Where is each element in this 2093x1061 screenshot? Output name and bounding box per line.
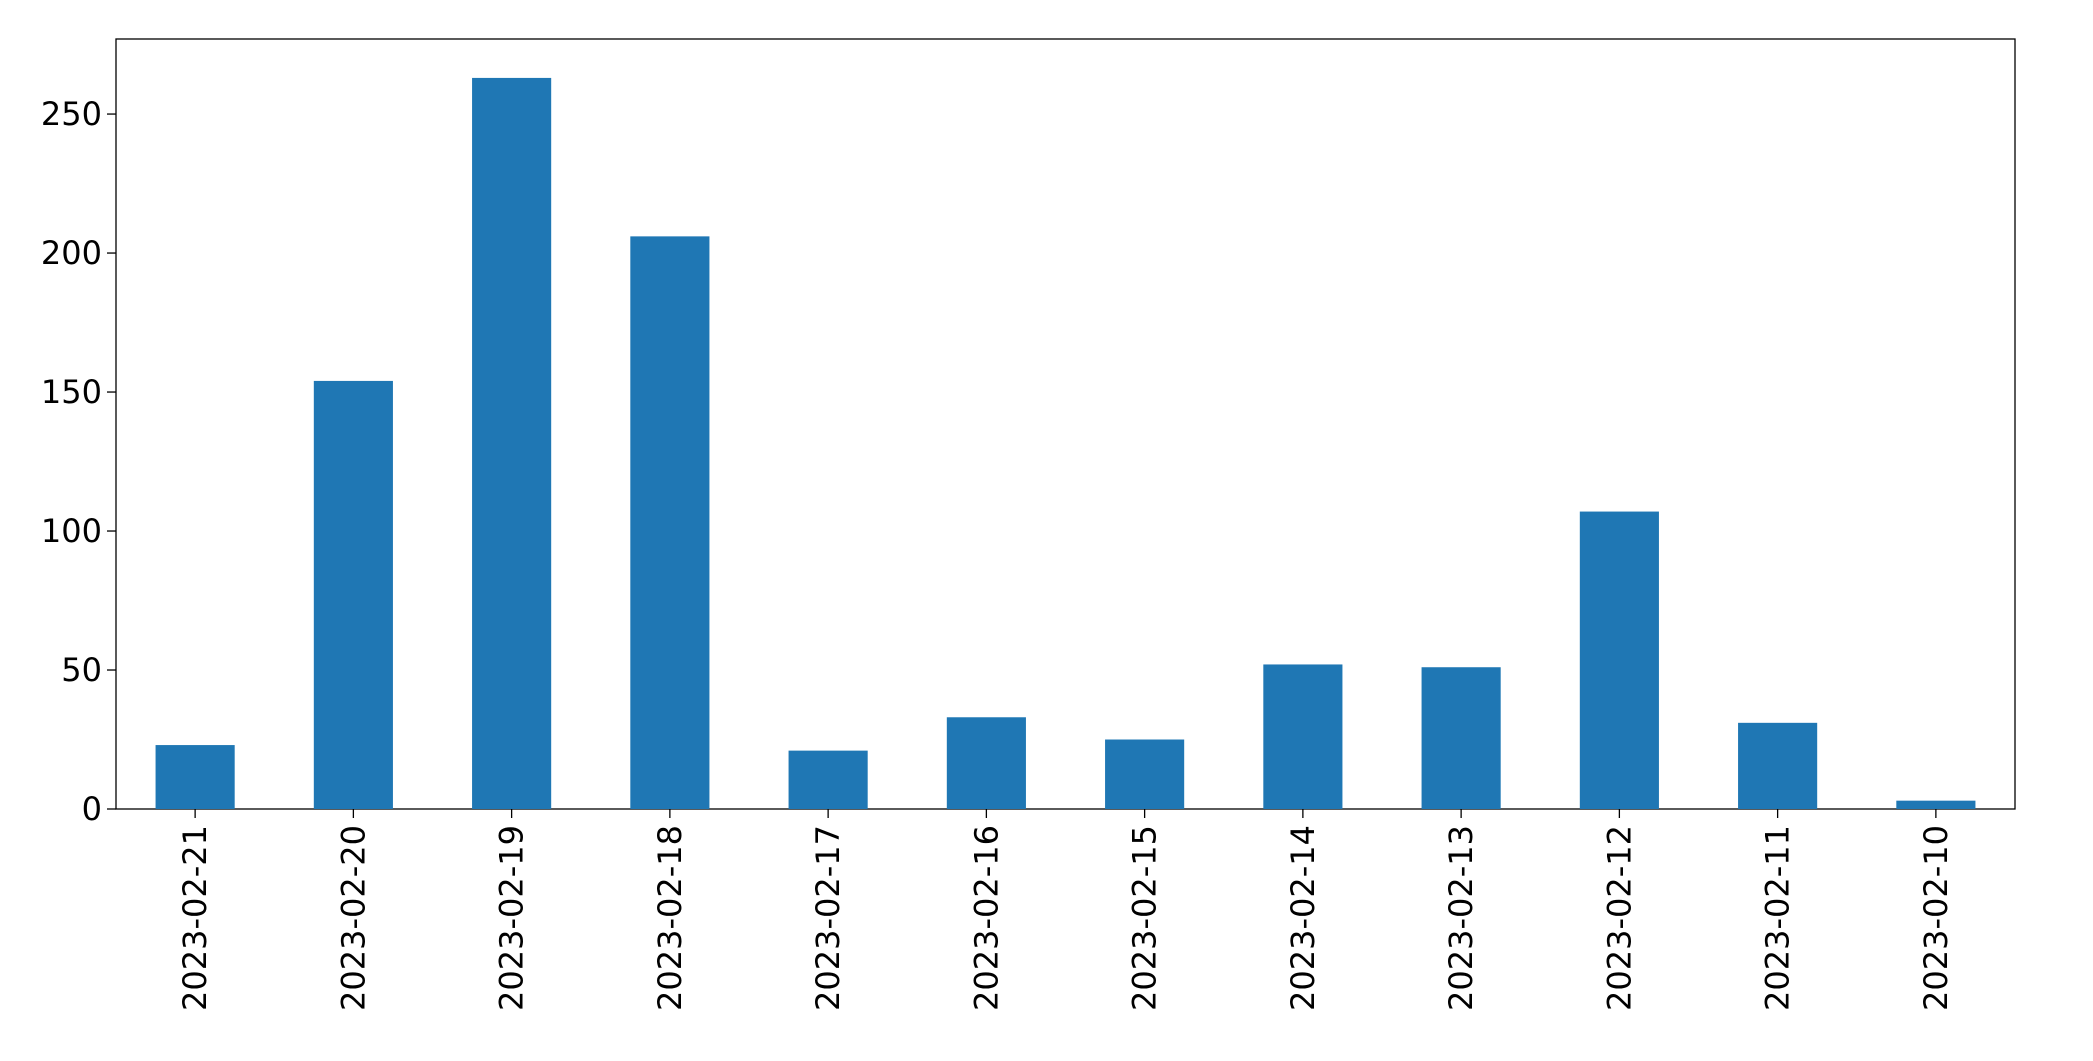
bar xyxy=(1263,664,1343,809)
bar xyxy=(630,236,710,809)
x-tick-label: 2023-02-11 xyxy=(1759,825,1797,1011)
bar xyxy=(1421,667,1501,809)
bar xyxy=(1738,722,1818,809)
y-tick-label: 0 xyxy=(82,790,102,828)
bar xyxy=(1105,739,1185,809)
bar xyxy=(788,750,868,809)
x-tick-label: 2023-02-19 xyxy=(493,825,531,1011)
plot-frame xyxy=(115,38,2016,810)
x-tick-label: 2023-02-20 xyxy=(334,825,372,1011)
bar xyxy=(946,717,1026,809)
x-tick-label: 2023-02-15 xyxy=(1126,825,1164,1011)
bar xyxy=(313,380,393,809)
x-tick-label: 2023-02-18 xyxy=(651,825,689,1011)
y-tick-label: 150 xyxy=(41,373,102,411)
bar xyxy=(1896,800,1976,809)
x-tick-label: 2023-02-14 xyxy=(1284,825,1322,1011)
y-tick-label: 250 xyxy=(41,95,102,133)
y-tick-label: 100 xyxy=(41,512,102,550)
bar xyxy=(155,745,235,809)
x-tick-label: 2023-02-12 xyxy=(1600,825,1638,1011)
x-tick-label: 2023-02-16 xyxy=(967,825,1005,1011)
y-tick-label: 50 xyxy=(61,651,102,689)
x-tick-label: 2023-02-10 xyxy=(1917,825,1955,1011)
x-tick-label: 2023-02-17 xyxy=(809,825,847,1011)
y-tick-label: 200 xyxy=(41,234,102,272)
x-tick-label: 2023-02-21 xyxy=(176,825,214,1011)
bar xyxy=(472,77,552,809)
x-tick-label: 2023-02-13 xyxy=(1442,825,1480,1011)
bar xyxy=(1579,511,1659,809)
